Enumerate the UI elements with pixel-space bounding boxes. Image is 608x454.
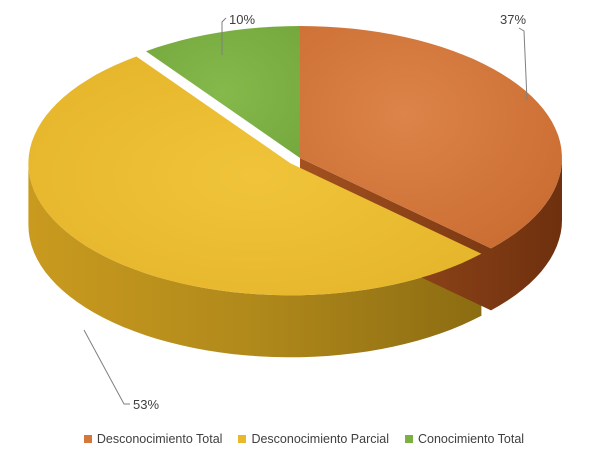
legend: Desconocimiento Total Desconocimiento Pa…: [0, 427, 608, 451]
slice-conocimiento-total: [146, 26, 300, 158]
slice-desconocimiento-total: [300, 26, 562, 249]
legend-label-conocimiento-total: Conocimiento Total: [418, 432, 525, 446]
legend-label-desconocimiento-total: Desconocimiento Total: [96, 432, 223, 446]
data-label-conocimiento-total: 10%: [229, 12, 255, 27]
data-label-desconocimiento-total: 37%: [500, 12, 526, 27]
legend-swatch-desconocimiento-parcial: [238, 435, 247, 443]
slice-desconocimiento-parcial: [28, 56, 482, 296]
legend-item-conocimiento-total: Conocimiento Total: [405, 432, 524, 446]
data-label-desconocimiento-parcial: 53%: [133, 397, 159, 412]
legend-swatch-conocimiento-total: [405, 435, 413, 443]
legend-item-desconocimiento-parcial: Desconocimiento Parcial: [238, 432, 389, 446]
slice-side-desconocimiento-parcial: [28, 163, 482, 358]
legend-swatch-desconocimiento-total: [83, 435, 92, 443]
leader-line-desconocimiento-parcial: [83, 329, 130, 405]
leader-line-desconocimiento-total: [518, 27, 528, 101]
legend-label-desconocimiento-parcial: Desconocimiento Parcial: [251, 432, 389, 446]
leader-line-conocimiento-total: [221, 17, 227, 55]
legend-item-desconocimiento-total: Desconocimiento Total: [83, 432, 223, 446]
